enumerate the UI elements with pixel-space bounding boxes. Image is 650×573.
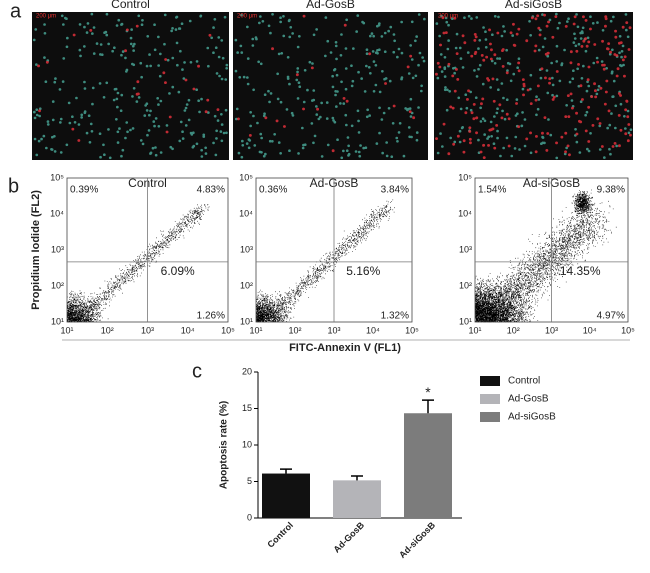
x-tick-label: 10¹ xyxy=(60,325,73,335)
apoptosis-percent: 6.09% xyxy=(161,264,195,278)
y-tick-label: 10⁴ xyxy=(458,208,472,218)
y-tick-label: 20 xyxy=(242,366,252,376)
y-tick-label: 10³ xyxy=(240,244,253,254)
y-axis-label: Propidium Iodide (FL2) xyxy=(30,190,42,310)
quadrant-percent: 1.32% xyxy=(381,311,409,322)
x-tick-label: 10⁴ xyxy=(366,325,380,335)
image-title: Ad-GosB xyxy=(306,0,355,11)
y-tick-label: 10⁵ xyxy=(239,172,253,182)
cell-nuclei xyxy=(234,13,426,160)
panel-label: a xyxy=(10,0,22,22)
x-tick-label: 10¹ xyxy=(249,325,262,335)
x-tick-label: 10⁴ xyxy=(181,325,195,335)
quadrant-percent: 1.26% xyxy=(197,311,225,322)
apoptosis-percent: 14.35% xyxy=(560,264,601,278)
y-tick-label: 5 xyxy=(247,476,252,486)
quadrant-percent: 4.83% xyxy=(197,185,225,196)
x-tick-label: 10² xyxy=(288,325,301,335)
event-dots xyxy=(256,199,395,323)
bar xyxy=(404,413,452,518)
x-tick-label: Control xyxy=(265,520,295,550)
error-bar xyxy=(280,468,292,474)
x-tick-label: 10⁵ xyxy=(221,325,235,335)
x-tick-label: Ad-siGosB xyxy=(397,520,437,560)
x-tick-label: 10³ xyxy=(545,325,558,335)
y-tick-label: 15 xyxy=(242,403,252,413)
image-title: Control xyxy=(111,0,150,11)
y-tick-label: 10² xyxy=(240,280,253,290)
quadrant-percent: 9.38% xyxy=(597,185,625,196)
error-bar xyxy=(422,399,434,414)
legend-swatch xyxy=(480,394,500,404)
legend-label: Ad-GosB xyxy=(508,394,549,405)
bar xyxy=(262,473,310,518)
apoptotic-cells xyxy=(37,24,220,142)
quadrant-percent: 3.84% xyxy=(381,185,409,196)
x-tick-label: 10¹ xyxy=(468,325,481,335)
scale-bar-label: 200 μm xyxy=(438,14,458,20)
image-title: Ad-siGosB xyxy=(505,0,562,11)
y-tick-label: 0 xyxy=(247,512,252,522)
y-tick-label: 10⁵ xyxy=(458,172,472,182)
x-tick-label: 10² xyxy=(507,325,520,335)
y-axis-label: Apoptosis rate (%) xyxy=(219,401,230,489)
x-tick-label: 10⁵ xyxy=(405,325,419,335)
x-tick-label: Ad-GosB xyxy=(331,520,366,555)
y-tick-label: 10² xyxy=(459,280,472,290)
x-tick-label: 10⁴ xyxy=(583,325,597,335)
event-dots xyxy=(475,189,617,323)
quadrant-percent: 0.39% xyxy=(70,185,98,196)
significance-mark: * xyxy=(425,384,431,400)
apoptotic-cells xyxy=(435,13,632,159)
cell-nuclei xyxy=(32,12,229,160)
legend-label: Control xyxy=(508,376,540,387)
apoptotic-cells xyxy=(237,14,416,153)
legend-swatch xyxy=(480,412,500,422)
y-tick-label: 10³ xyxy=(459,244,472,254)
quadrant-percent: 0.36% xyxy=(259,185,287,196)
x-tick-label: 10³ xyxy=(141,325,154,335)
x-axis-label: FITC-Annexin V (FL1) xyxy=(289,342,401,354)
apoptosis-percent: 5.16% xyxy=(346,264,380,278)
panel-label: c xyxy=(192,360,202,382)
micrograph xyxy=(32,12,229,160)
y-tick-label: 10² xyxy=(51,280,64,290)
micrograph xyxy=(233,12,428,160)
x-tick-label: 10³ xyxy=(327,325,340,335)
panel-label: b xyxy=(8,175,19,197)
y-tick-label: 10⁵ xyxy=(50,172,64,182)
scale-bar-label: 200 μm xyxy=(237,14,257,20)
micrograph xyxy=(434,12,633,160)
x-tick-label: 10² xyxy=(101,325,114,335)
x-tick-label: 10⁵ xyxy=(621,325,635,335)
y-tick-label: 10⁴ xyxy=(50,208,64,218)
y-tick-label: 10¹ xyxy=(459,316,472,326)
quadrant-percent: 4.97% xyxy=(597,311,625,322)
bar xyxy=(333,480,381,518)
scale-bar-label: 200 μm xyxy=(36,14,56,20)
y-tick-label: 10⁴ xyxy=(239,208,253,218)
y-tick-label: 10¹ xyxy=(240,316,253,326)
y-tick-label: 10 xyxy=(242,439,252,449)
quadrant-percent: 1.54% xyxy=(478,185,506,196)
legend-label: Ad-siGosB xyxy=(508,412,556,423)
y-tick-label: 10¹ xyxy=(51,316,64,326)
error-bar xyxy=(351,475,363,481)
y-tick-label: 10³ xyxy=(51,244,64,254)
legend-swatch xyxy=(480,376,500,386)
